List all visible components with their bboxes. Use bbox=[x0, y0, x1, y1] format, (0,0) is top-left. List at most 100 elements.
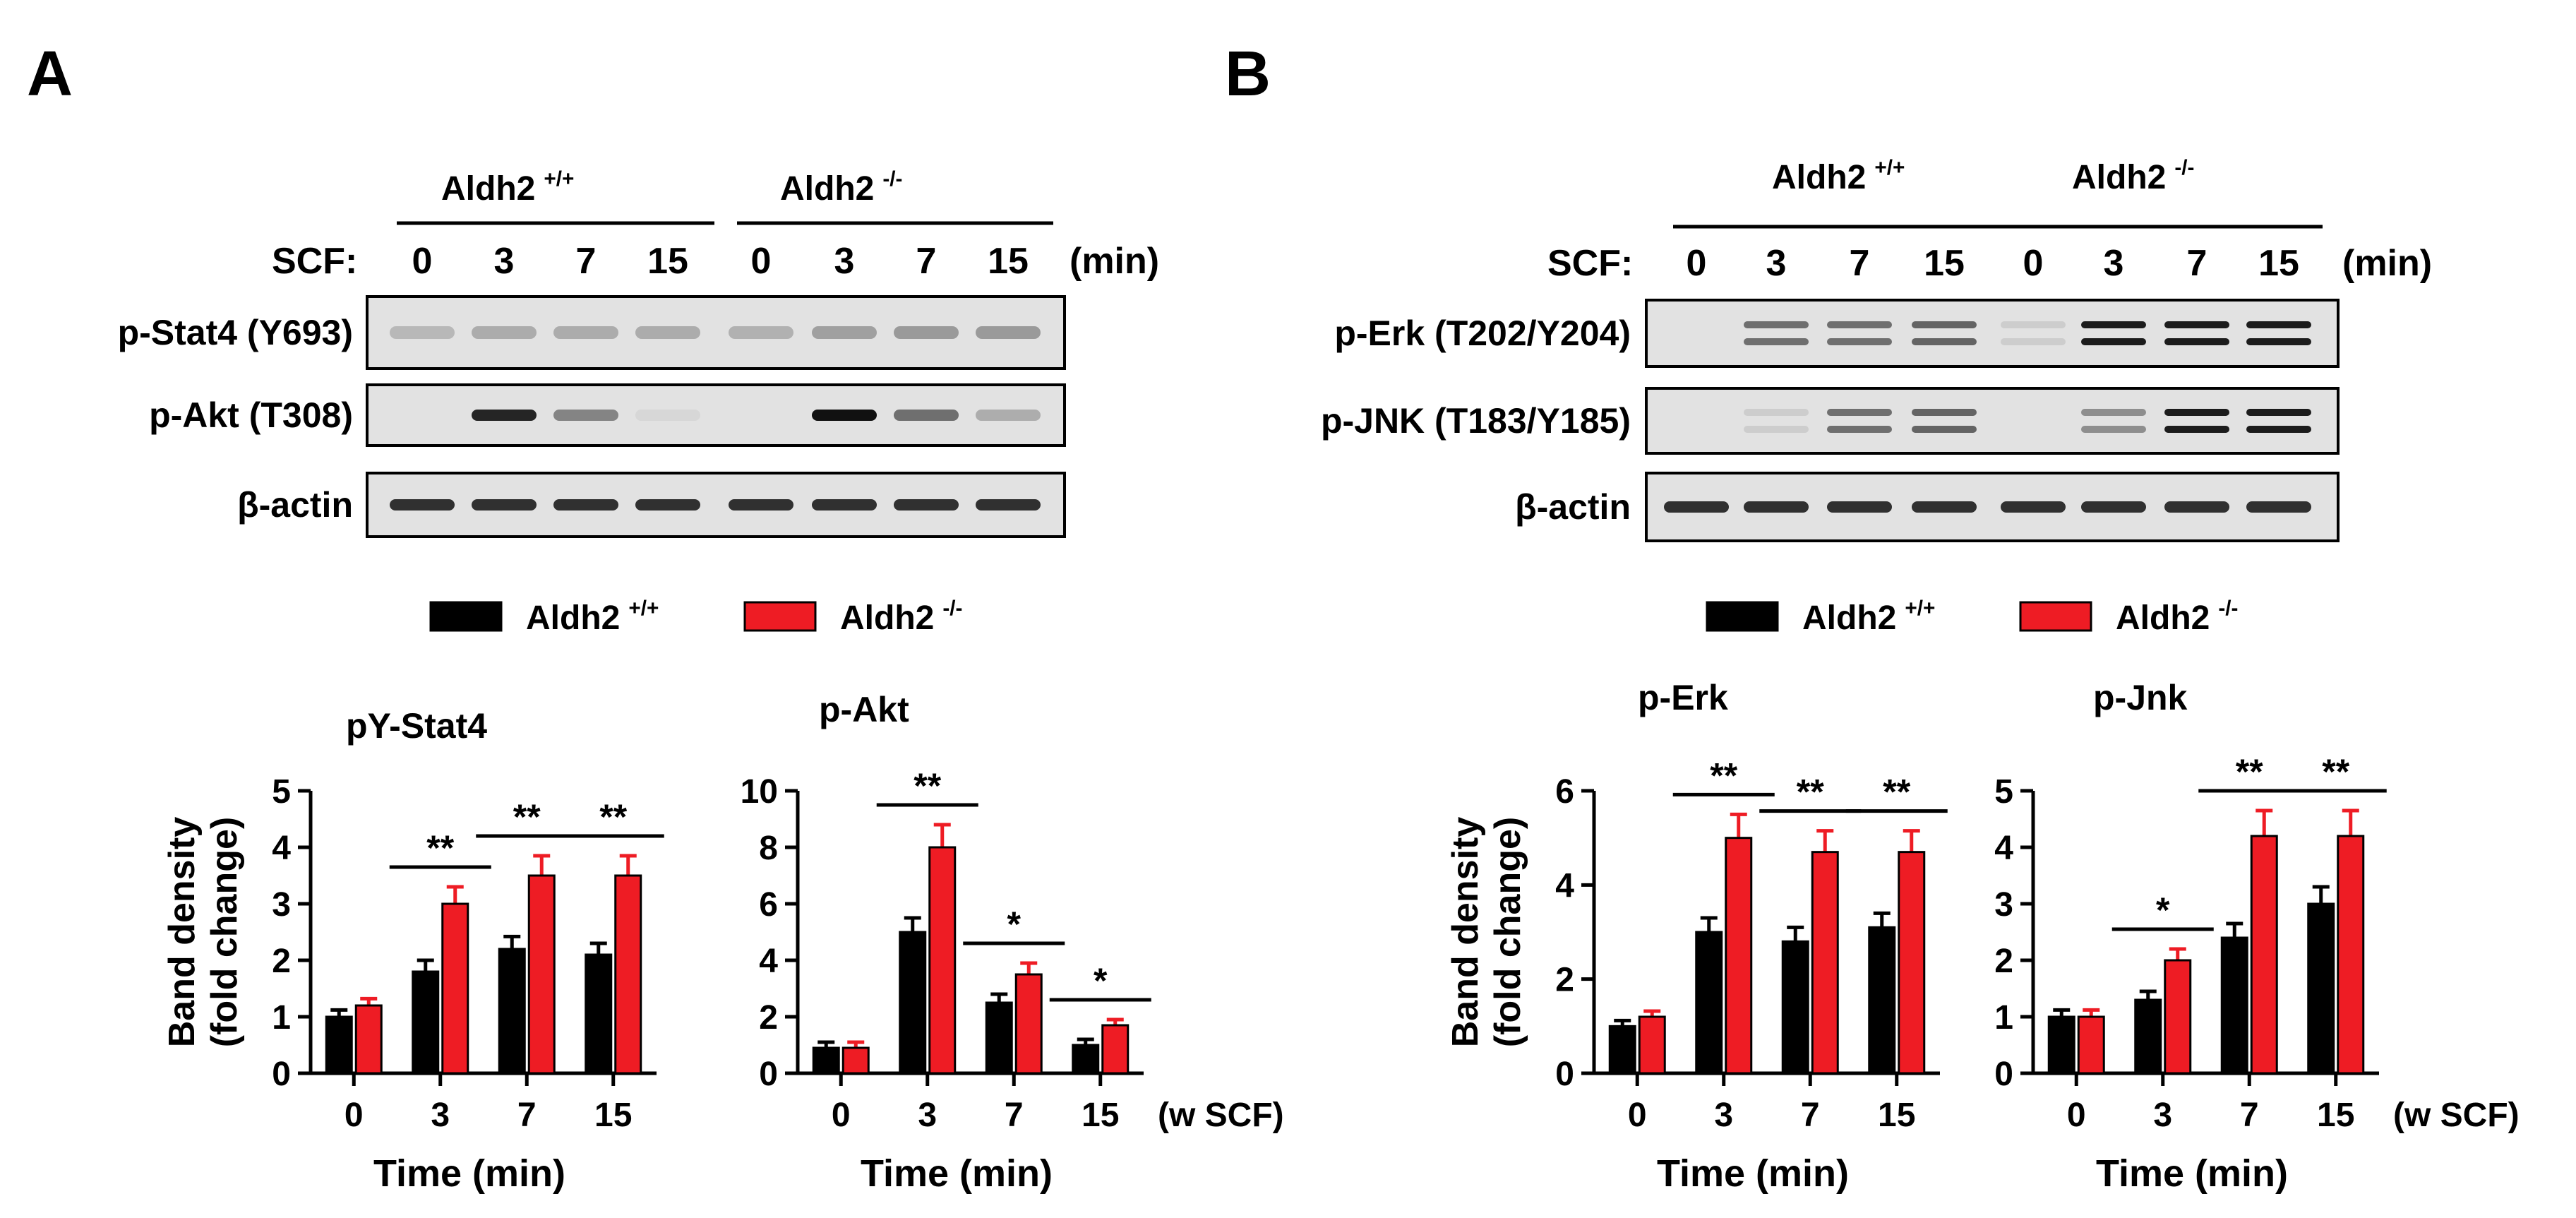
panel-a: A Aldh2 +/+ Aldh2 -/- SCF: 0 3 7 15 0 3 7 15 (min) p-St… bbox=[27, 39, 1159, 637]
band bbox=[1664, 501, 1729, 513]
band bbox=[976, 326, 1041, 339]
y-tick-label: 4 bbox=[1994, 830, 2013, 867]
band bbox=[390, 499, 455, 511]
bar-wt bbox=[498, 948, 526, 1075]
band bbox=[812, 410, 877, 421]
legend-label-superscript: -/- bbox=[942, 597, 962, 620]
timepoint-label: 7 bbox=[916, 241, 937, 282]
bar-wt bbox=[1608, 1025, 1636, 1075]
timepoint-label: 3 bbox=[494, 241, 515, 282]
y-tick-label: 4 bbox=[759, 943, 778, 980]
band bbox=[1827, 338, 1892, 345]
bar-ko bbox=[2164, 959, 2192, 1075]
bar-wt bbox=[1695, 931, 1723, 1075]
chart-title: pY-Stat4 bbox=[346, 706, 487, 746]
band bbox=[2164, 321, 2229, 328]
x-tick-label: 15 bbox=[2317, 1097, 2354, 1134]
band bbox=[1912, 338, 1977, 345]
blot-2: β-actin bbox=[1515, 472, 2340, 542]
band bbox=[2164, 501, 2229, 513]
band bbox=[1912, 409, 1977, 416]
x-tick-label: 7 bbox=[517, 1097, 537, 1134]
chart-title: p-Jnk bbox=[2093, 678, 2188, 717]
timepoint-label: 0 bbox=[2023, 243, 2044, 284]
y-tick-label: 0 bbox=[1555, 1056, 1574, 1093]
legend-label-text: Aldh2 bbox=[840, 599, 934, 637]
band bbox=[1827, 426, 1892, 433]
bar-ko bbox=[441, 902, 469, 1075]
significance-label: ** bbox=[1710, 756, 1737, 795]
bar-ko bbox=[928, 846, 957, 1075]
blot-frame bbox=[1645, 299, 2340, 368]
legend-label-text: Aldh2 bbox=[1802, 599, 1896, 637]
band bbox=[2246, 409, 2311, 416]
bar-wt bbox=[2220, 936, 2248, 1075]
x-tick-label: 0 bbox=[345, 1097, 364, 1134]
x-axis-label: Time (min) bbox=[1657, 1152, 1849, 1195]
band bbox=[976, 410, 1041, 421]
band bbox=[1744, 338, 1809, 345]
significance-label: ** bbox=[1883, 772, 1910, 812]
y-tick-label: 4 bbox=[272, 830, 291, 867]
timepoint-label: 15 bbox=[1924, 243, 1965, 284]
band bbox=[894, 326, 959, 339]
band bbox=[472, 326, 537, 339]
significance-label: ** bbox=[1797, 772, 1824, 812]
band bbox=[2081, 501, 2146, 513]
bar-wt bbox=[2134, 998, 2162, 1075]
bar-ko bbox=[354, 1004, 383, 1075]
band bbox=[894, 499, 959, 511]
significance-label: ** bbox=[599, 797, 627, 837]
significance-label: ** bbox=[2322, 752, 2349, 792]
y-tick-label: 1 bbox=[1994, 999, 2013, 1037]
blot-1: p-Akt (T308) bbox=[149, 383, 1066, 447]
bar-ko bbox=[1638, 1015, 1666, 1075]
x-tick-label: 15 bbox=[1082, 1097, 1119, 1134]
chart-2: p-Erk 0 2 4 6 Band density (fold change) 0 3 7 15 *… bbox=[1445, 678, 1948, 1195]
legend-label-superscript: +/+ bbox=[628, 597, 659, 620]
bar-wt bbox=[812, 1046, 840, 1075]
panel-letter: B bbox=[1225, 39, 1271, 109]
bar-ko bbox=[2250, 835, 2278, 1075]
bar-wt bbox=[985, 1001, 1013, 1075]
bar-wt bbox=[325, 1015, 353, 1075]
band bbox=[1827, 409, 1892, 416]
y-tick-label: 5 bbox=[272, 773, 291, 811]
legend-swatch bbox=[2019, 601, 2092, 632]
significance-label: * bbox=[1007, 904, 1022, 944]
band bbox=[812, 499, 877, 511]
bar-wt bbox=[2307, 902, 2335, 1075]
x-tick-label: 0 bbox=[832, 1097, 851, 1134]
band bbox=[1912, 501, 1977, 513]
band bbox=[2001, 338, 2066, 345]
bar-ko bbox=[1725, 837, 1753, 1075]
panel-letter: A bbox=[27, 39, 73, 109]
timepoint-label: 0 bbox=[1687, 243, 1707, 284]
band bbox=[635, 410, 700, 421]
band bbox=[1827, 321, 1892, 328]
legend-label: Aldh2 +/+ bbox=[526, 597, 659, 637]
y-tick-label: 0 bbox=[272, 1056, 291, 1093]
x-tick-label: 7 bbox=[1005, 1097, 1024, 1134]
x-tick-label: 15 bbox=[1878, 1097, 1915, 1134]
band bbox=[2246, 321, 2311, 328]
panel-b: B Aldh2 +/+ Aldh2 -/- SCF: 0 3 7 15 0 3 7 15 (min) p-Er… bbox=[1225, 39, 2432, 637]
genotype-label-superscript: -/- bbox=[882, 167, 902, 191]
band bbox=[390, 326, 455, 339]
legend-label: Aldh2 -/- bbox=[2116, 597, 2238, 637]
band bbox=[2081, 426, 2146, 433]
x-tick-label: 0 bbox=[2067, 1097, 2086, 1134]
legend-label-text: Aldh2 bbox=[2116, 599, 2210, 637]
legend-label: Aldh2 +/+ bbox=[1802, 597, 1935, 637]
blot-label: p-Akt (T308) bbox=[149, 395, 353, 435]
band bbox=[472, 499, 537, 511]
timepoint-label: 7 bbox=[2187, 243, 2207, 284]
genotype-label: Aldh2 +/+ bbox=[1772, 156, 1905, 196]
band bbox=[2246, 501, 2311, 513]
band bbox=[2081, 409, 2146, 416]
x-suffix-label: (w SCF) bbox=[1158, 1097, 1284, 1134]
band bbox=[729, 499, 793, 511]
band bbox=[1912, 426, 1977, 433]
genotype-label-text: Aldh2 bbox=[1772, 159, 1866, 196]
